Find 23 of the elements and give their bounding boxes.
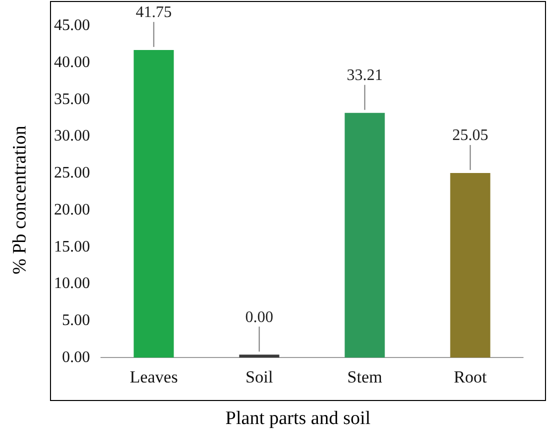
y-axis-title: % Pb concentration bbox=[9, 126, 31, 274]
bar bbox=[134, 50, 174, 358]
x-axis-title: Plant parts and soil bbox=[224, 408, 372, 430]
y-tick-label: 45.00 bbox=[54, 17, 90, 34]
y-tick-label: 10.00 bbox=[54, 275, 90, 292]
y-tick-label: 40.00 bbox=[54, 54, 90, 72]
x-tick-label: Leaves bbox=[130, 367, 178, 386]
y-tick-label: 35.00 bbox=[54, 90, 90, 108]
data-label: 25.05 bbox=[452, 127, 488, 144]
y-tick-label: 15.00 bbox=[54, 238, 90, 256]
data-label: 41.75 bbox=[136, 4, 172, 22]
x-tick-label: Soil bbox=[246, 367, 274, 386]
bar bbox=[450, 173, 490, 358]
y-tick-label: 0.00 bbox=[62, 348, 90, 366]
y-tick-label: 5.00 bbox=[62, 312, 90, 329]
x-tick-label: Root bbox=[454, 367, 488, 386]
y-tick-label: 20.00 bbox=[54, 201, 90, 218]
x-tick-label: Stem bbox=[347, 367, 382, 386]
bar bbox=[344, 112, 385, 358]
data-label: 33.21 bbox=[346, 67, 383, 84]
y-tick-label: 25.00 bbox=[54, 164, 90, 182]
data-label: 0.00 bbox=[245, 308, 274, 326]
y-tick-label: 30.00 bbox=[54, 128, 90, 145]
